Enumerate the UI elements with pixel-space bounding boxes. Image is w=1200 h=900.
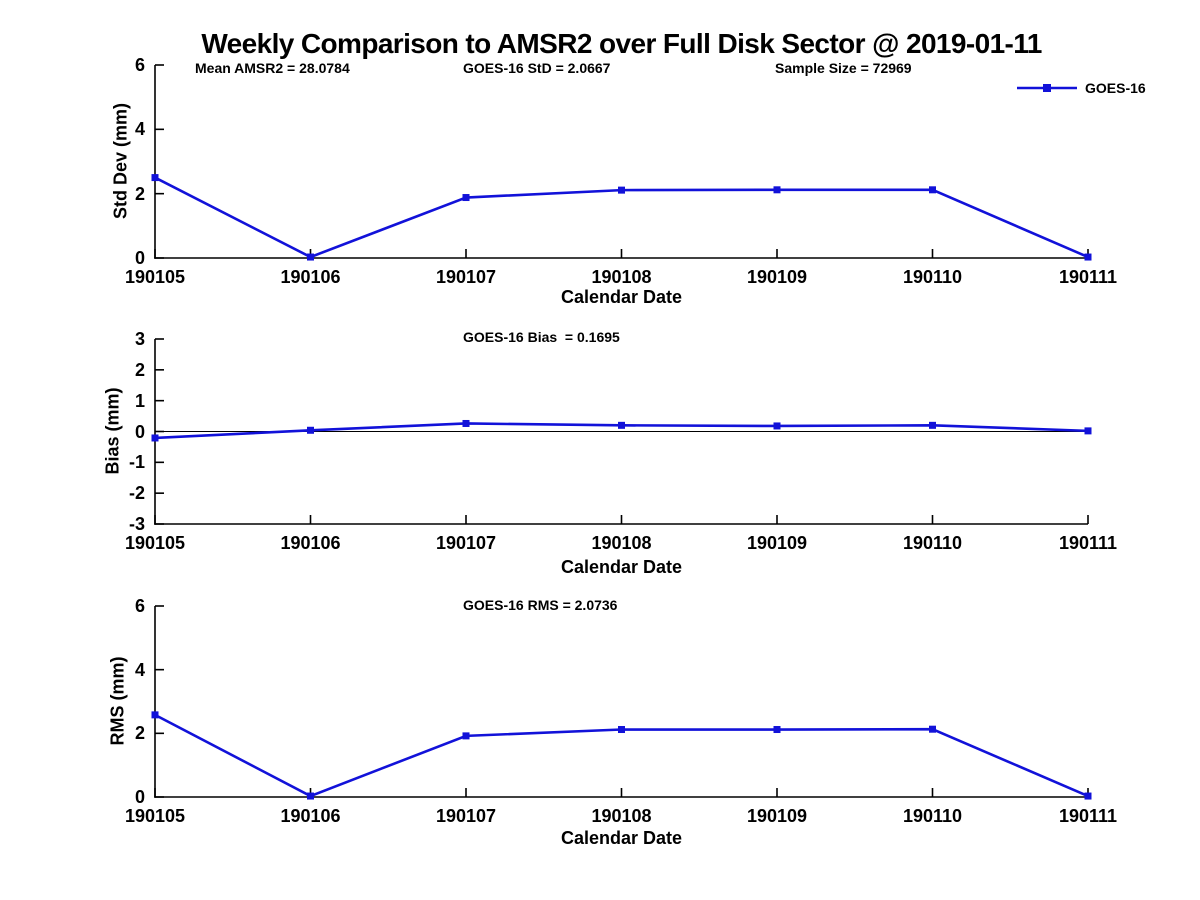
data-marker-goes-16 (1084, 792, 1092, 800)
data-marker-goes-16 (618, 726, 625, 734)
legend-square-marker-icon (1043, 84, 1051, 92)
x-tick-label: 190106 (280, 533, 341, 553)
annotation-sample-size: Sample Size = 72969 (775, 60, 912, 76)
x-tick-label: 190108 (591, 806, 652, 826)
x-tick-label: 190107 (435, 267, 497, 287)
annotation-goes16-std: GOES-16 StD = 2.0667 (463, 60, 611, 76)
x-tick-label: 190105 (124, 533, 186, 553)
data-marker-goes-16 (618, 421, 625, 429)
data-marker-goes-16 (462, 732, 470, 740)
y-tick-label: 4 (134, 659, 145, 680)
data-marker-goes-16 (929, 421, 936, 429)
y-tick-label: -2 (128, 483, 145, 504)
y-tick-label: 0 (134, 248, 145, 268)
x-tick-label: 190109 (746, 267, 808, 287)
y-tick-label: -3 (128, 514, 145, 534)
legend-label: GOES-16 (1085, 80, 1146, 96)
y-tick-label: 3 (134, 329, 145, 349)
x-tick-label: 190107 (435, 806, 497, 826)
data-marker-goes-16 (929, 725, 936, 733)
y-tick-label: 4 (134, 119, 145, 140)
y-tick-label: 2 (134, 183, 145, 204)
x-tick-label: 190109 (746, 806, 808, 826)
x-tick-label: 190110 (902, 806, 963, 826)
x-tick-label: 190107 (435, 533, 497, 553)
y-tick-label: 0 (134, 421, 145, 442)
data-marker-goes-16 (151, 434, 159, 442)
x-tick-label: 190108 (591, 533, 652, 553)
data-marker-goes-16 (773, 422, 781, 430)
x-axis-label-calendar-date-top: Calendar Date (560, 287, 683, 307)
x-tick-label: 190111 (1058, 533, 1118, 553)
y-tick-label: 2 (134, 723, 145, 744)
x-tick-label: 190111 (1058, 806, 1118, 826)
y-tick-label: 0 (134, 787, 145, 807)
data-marker-goes-16 (773, 726, 781, 734)
x-axis-label-calendar-date-bottom: Calendar Date (560, 828, 683, 848)
data-marker-goes-16 (307, 253, 314, 261)
x-tick-label: 190110 (902, 533, 963, 553)
y-tick-label: -1 (128, 452, 145, 473)
x-tick-label: 190109 (746, 533, 808, 553)
x-tick-label: 190110 (902, 267, 963, 287)
data-marker-goes-16 (307, 426, 314, 434)
data-marker-goes-16 (462, 419, 470, 427)
y-tick-label: 2 (134, 359, 145, 380)
data-marker-goes-16 (462, 194, 470, 202)
x-tick-label: 190108 (591, 267, 652, 287)
data-marker-goes-16 (1084, 427, 1092, 435)
annotation-goes16-rms: GOES-16 RMS = 2.0736 (463, 597, 618, 613)
x-tick-label: 190106 (280, 806, 341, 826)
legend: GOES-16 (1016, 80, 1146, 96)
data-marker-goes-16 (618, 186, 625, 194)
figure-title: Weekly Comparison to AMSR2 over Full Dis… (201, 28, 1042, 59)
x-tick-label: 190105 (124, 806, 186, 826)
x-tick-label: 190111 (1058, 267, 1118, 287)
data-marker-goes-16 (929, 186, 936, 194)
y-tick-label: 6 (134, 55, 145, 75)
data-marker-goes-16 (1084, 253, 1092, 261)
y-tick-label: 1 (134, 390, 145, 411)
data-marker-goes-16 (151, 174, 159, 182)
x-tick-label: 190106 (280, 267, 341, 287)
y-tick-label: 6 (134, 596, 145, 616)
data-marker-goes-16 (307, 792, 314, 800)
data-marker-goes-16 (773, 186, 781, 194)
x-axis-label-calendar-date-middle: Calendar Date (560, 557, 683, 577)
x-tick-label: 190105 (124, 267, 186, 287)
data-marker-goes-16 (151, 711, 159, 719)
annotation-mean-amsr2: Mean AMSR2 = 28.0784 (195, 60, 350, 76)
annotation-goes16-bias: GOES-16 Bias = 0.1695 (463, 329, 620, 345)
legend-line-sample (1017, 84, 1077, 92)
